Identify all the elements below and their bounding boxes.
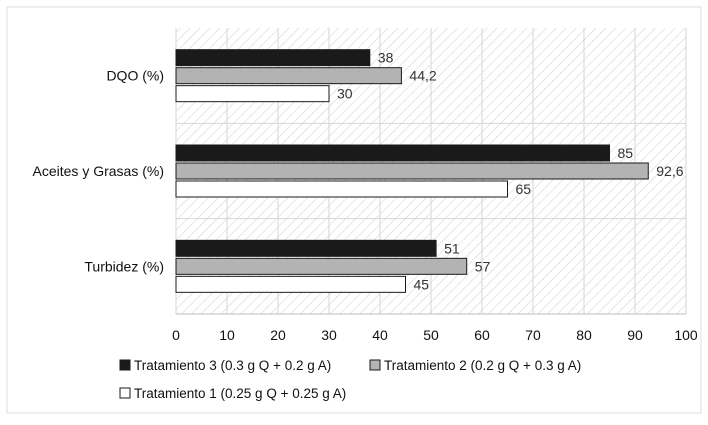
x-tick-label: 20 (270, 327, 286, 343)
x-tick-label: 0 (172, 327, 180, 343)
data-label: 51 (444, 240, 460, 256)
x-tick-label: 60 (474, 327, 490, 343)
legend: Tratamiento 3 (0.3 g Q + 0.2 g A) Tratami… (119, 358, 581, 401)
legend-swatch (369, 359, 381, 371)
legend-label: Tratamiento 1 (0.25 g Q + 0.25 g A) (134, 386, 346, 401)
data-labels: 38 44,2 30 85 92,6 65 51 57 45 (337, 50, 684, 293)
x-axis-ticks: 0 10 20 30 40 50 60 70 80 90 100 (172, 327, 698, 343)
bar (175, 275, 406, 293)
category-labels: DQO (%) Aceites y Grasas (%) Turbidez (%) (33, 68, 164, 275)
x-tick-label: 40 (372, 327, 388, 343)
x-tick-label: 70 (525, 327, 541, 343)
x-tick-label: 80 (576, 327, 592, 343)
data-label: 38 (378, 50, 394, 66)
bar (175, 49, 371, 67)
bar (175, 67, 402, 85)
data-label: 57 (475, 258, 491, 274)
bar (175, 162, 649, 180)
data-label: 85 (618, 145, 634, 161)
data-label: 30 (337, 86, 353, 102)
category-separators (176, 122, 686, 220)
x-tick-label: 90 (627, 327, 643, 343)
data-label: 45 (414, 276, 430, 292)
x-tick-label: 10 (219, 327, 235, 343)
legend-swatch (119, 387, 131, 399)
chart-frame (6, 6, 702, 414)
data-label: 44,2 (409, 68, 436, 84)
x-tick-label: 100 (674, 327, 698, 343)
bar (175, 239, 437, 257)
category-label: DQO (%) (106, 68, 164, 84)
legend-label: Tratamiento 3 (0.3 g Q + 0.2 g A) (134, 358, 331, 373)
bar (175, 257, 468, 275)
legend-swatch (119, 359, 131, 371)
legend-label: Tratamiento 2 (0.2 g Q + 0.3 g A) (384, 358, 581, 373)
x-tick-label: 50 (423, 327, 439, 343)
bar (175, 144, 610, 162)
bar (175, 180, 508, 198)
category-label: Aceites y Grasas (%) (33, 163, 164, 179)
bar (175, 85, 330, 103)
data-label: 65 (516, 181, 532, 197)
category-label: Turbidez (%) (84, 258, 164, 274)
bars (175, 49, 649, 293)
x-tick-label: 30 (321, 327, 337, 343)
data-label: 92,6 (656, 163, 683, 179)
